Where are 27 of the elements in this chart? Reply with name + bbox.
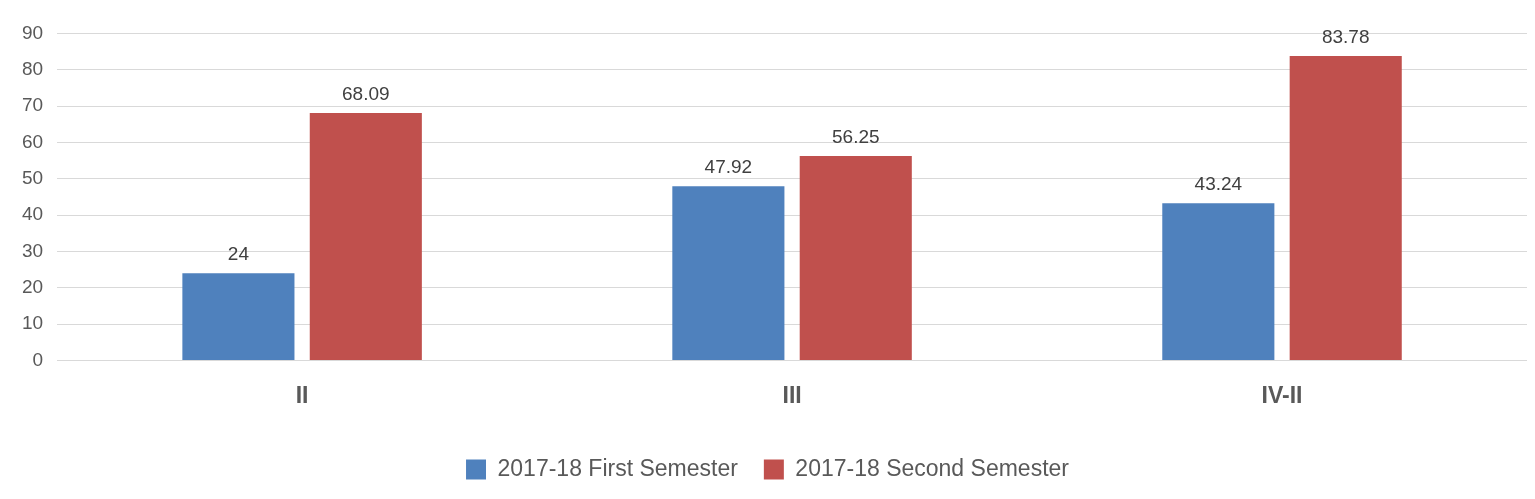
y-tick-label: 30	[21, 239, 44, 261]
bar	[672, 186, 785, 360]
legend-label: 2017-18 First Semester	[497, 454, 739, 481]
data-label: 68.09	[342, 82, 390, 104]
bar	[309, 113, 422, 360]
legend-label: 2017-18 Second Semester	[795, 454, 1070, 481]
x-tick-label: IV-II	[1261, 381, 1303, 408]
y-tick-label: 10	[21, 312, 44, 334]
x-tick-label: II	[295, 381, 309, 408]
y-tick-label: 60	[21, 130, 44, 152]
data-label: 43.24	[1194, 173, 1243, 195]
y-tick-label: 20	[21, 275, 44, 297]
bar	[182, 273, 295, 360]
y-tick-label: 90	[21, 21, 44, 43]
data-label: 24	[227, 242, 250, 264]
y-tick-label: 80	[21, 57, 44, 79]
y-tick-label: 50	[21, 166, 44, 188]
data-label: 47.92	[704, 156, 753, 178]
y-tick-label: 70	[21, 94, 44, 116]
bar	[1162, 203, 1275, 360]
x-tick-label: III	[782, 381, 802, 408]
bar	[799, 156, 912, 360]
y-tick-label: 0	[32, 348, 44, 370]
data-label: 56.25	[831, 125, 880, 147]
y-tick-label: 40	[21, 203, 44, 225]
bar	[1289, 56, 1402, 360]
data-label: 83.78	[1321, 25, 1370, 47]
